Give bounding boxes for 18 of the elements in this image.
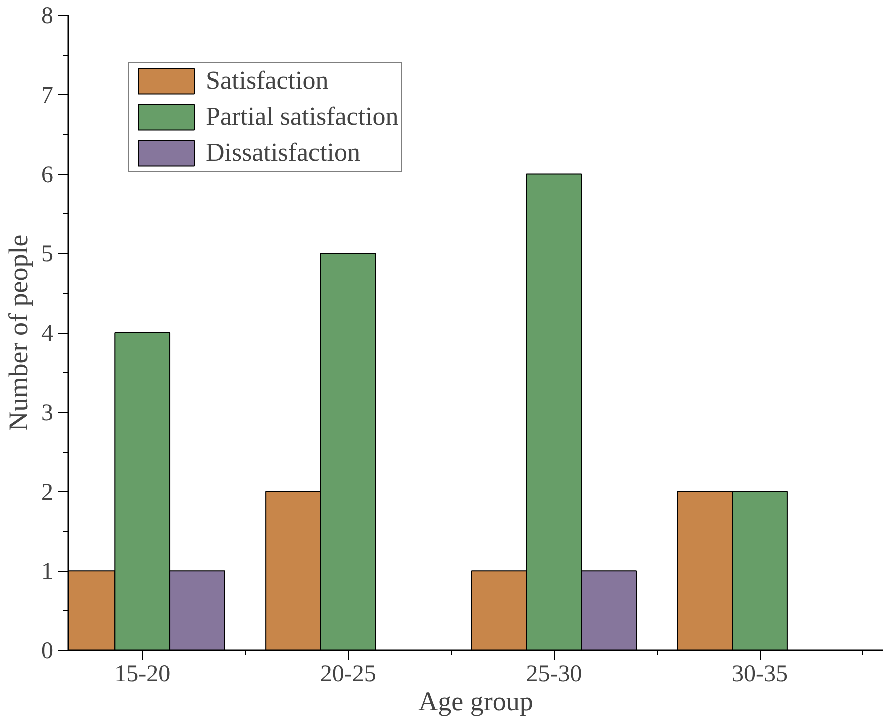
y-tick-label: 0	[42, 638, 54, 664]
y-axis-title: Number of people	[4, 234, 34, 432]
x-tick-label: 25-30	[526, 662, 582, 688]
legend-label: Satisfaction	[206, 66, 329, 96]
y-tick-label: 5	[42, 242, 54, 268]
y-tick-label: 4	[42, 321, 54, 347]
x-tick-label: 20-25	[320, 662, 376, 688]
y-tick-label: 2	[42, 480, 54, 506]
y-tick-label: 1	[42, 559, 54, 586]
x-tick-label: 30-35	[732, 662, 788, 688]
y-tick-label: 3	[42, 400, 54, 426]
x-tick-label: 15-20	[114, 662, 171, 688]
legend-label: Partial satisfaction	[206, 102, 399, 132]
legend-label: Dissatisfaction	[206, 138, 361, 168]
y-tick-label: 6	[42, 162, 54, 188]
y-tick-label: 7	[42, 82, 54, 109]
y-tick-label: 8	[42, 4, 54, 30]
x-axis-title: Age group	[418, 686, 534, 716]
